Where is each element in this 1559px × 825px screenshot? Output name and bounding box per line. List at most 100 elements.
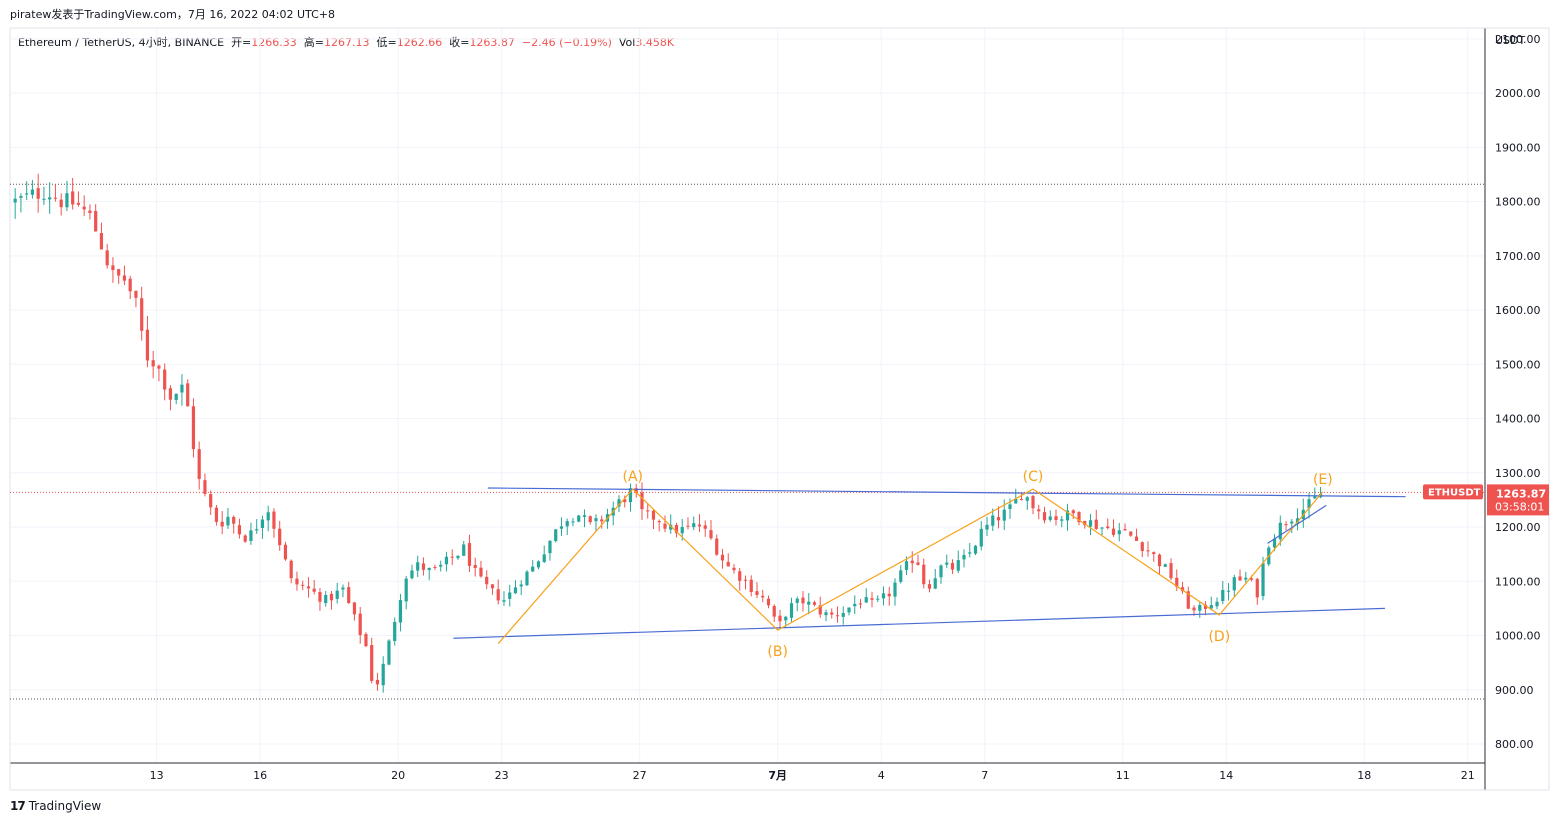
candle-body	[53, 197, 58, 199]
candle-body	[818, 605, 822, 615]
candle-body	[761, 595, 765, 598]
chart-borders	[9, 27, 1550, 791]
candle-body	[1249, 578, 1254, 580]
candle-body	[145, 329, 150, 361]
candle-body	[439, 564, 443, 567]
candle-body	[904, 561, 909, 570]
candle-body	[220, 521, 224, 527]
candle-body	[329, 593, 334, 601]
candle-body	[272, 511, 276, 529]
candle-body	[991, 515, 995, 526]
candle-body	[623, 499, 627, 503]
y-tick-label: 1000.00	[1495, 630, 1541, 643]
candle-body	[542, 554, 546, 562]
candle-body	[962, 554, 966, 560]
candle-body	[692, 523, 696, 528]
candle-body	[628, 488, 633, 503]
candle-body	[1232, 577, 1236, 591]
candle-body	[979, 528, 983, 547]
candle-body	[795, 598, 799, 603]
candle-body	[1106, 526, 1110, 529]
candle-body	[1163, 564, 1167, 567]
x-tick-label: 21	[1461, 769, 1475, 782]
candle-body	[1278, 522, 1282, 540]
candle-body	[876, 598, 880, 600]
candle-body	[577, 515, 581, 522]
candle-body	[318, 592, 322, 602]
candle-body	[870, 598, 874, 600]
y-tick-label: 1100.00	[1495, 575, 1541, 588]
candle-body	[933, 578, 937, 589]
candle-body	[76, 202, 81, 205]
y-tick-label: 800.00	[1495, 738, 1534, 751]
x-tick-label: 4	[878, 769, 885, 782]
candle-body	[640, 492, 644, 510]
candle-body	[1313, 496, 1317, 499]
candle-body	[910, 560, 914, 564]
publish-line: piratew发表于TradingView.com，7月 16, 2022 04…	[10, 8, 336, 21]
wave-label: (C)	[1023, 469, 1044, 485]
candle-body	[243, 535, 247, 542]
x-tick-label: 23	[495, 769, 509, 782]
countdown: 03:58:01	[1495, 500, 1544, 513]
candle-body	[197, 449, 201, 479]
candle-body	[324, 594, 328, 604]
candle-body	[950, 562, 955, 570]
candle-body	[858, 603, 863, 605]
candle-body	[1054, 516, 1058, 521]
candle-body	[1221, 589, 1225, 602]
candle-body	[260, 519, 265, 528]
candle-body	[1307, 499, 1311, 509]
candle-body	[94, 211, 98, 232]
candle-body	[1180, 587, 1185, 592]
horizontal-levels	[10, 183, 1485, 700]
candle-body	[479, 567, 483, 577]
candle-body	[352, 602, 357, 615]
candle-body	[697, 524, 702, 527]
candle-body	[519, 584, 523, 587]
candle-body	[1198, 605, 1202, 611]
candle-body	[1295, 518, 1300, 524]
candle-body	[945, 562, 949, 565]
tradingview-logo-icon: 17	[10, 799, 26, 813]
candle-body	[841, 612, 845, 617]
candle-body	[1175, 577, 1179, 587]
candle-body	[1014, 498, 1018, 504]
candle-body	[1261, 563, 1265, 597]
candle-body	[13, 198, 17, 203]
wave-lines[interactable]	[497, 488, 1327, 645]
candle-body	[1157, 554, 1162, 567]
candle-body	[375, 679, 380, 685]
candle-body	[122, 275, 127, 281]
candle-body	[30, 189, 35, 195]
candle-body	[680, 527, 684, 534]
trendlines[interactable]	[453, 487, 1406, 639]
candle-body	[88, 210, 92, 214]
candle-body	[168, 388, 173, 400]
y-tick-label: 1900.00	[1495, 141, 1541, 154]
candle-body	[163, 369, 167, 390]
candle-body	[536, 561, 541, 568]
candle-body	[738, 571, 742, 581]
candle-body	[985, 524, 989, 530]
candle-body	[180, 384, 184, 393]
candle-body	[370, 645, 374, 681]
candle-body	[1140, 542, 1144, 552]
time-axis[interactable]: 13 16 20 23 27 7月 4 7 11 14 18 21	[150, 769, 1475, 782]
price-axis[interactable]: USDT 2100.00 2000.00 1900.00 1800.00 1700.00…	[1495, 33, 1541, 751]
candle-body	[651, 510, 656, 520]
candle-body	[973, 545, 978, 554]
candle-body	[720, 554, 725, 561]
footer-brand[interactable]: 17 TradingView	[10, 799, 101, 813]
candle-body	[191, 406, 196, 450]
candle-body	[956, 560, 960, 571]
candle-body	[226, 516, 230, 526]
candle-body	[1169, 563, 1173, 579]
candle-body	[381, 663, 385, 686]
candle-body	[364, 634, 368, 647]
candle-body	[824, 612, 828, 616]
y-tick-label: 1400.00	[1495, 413, 1541, 426]
candle-body	[1088, 520, 1093, 527]
e-leg-line	[1267, 504, 1327, 544]
